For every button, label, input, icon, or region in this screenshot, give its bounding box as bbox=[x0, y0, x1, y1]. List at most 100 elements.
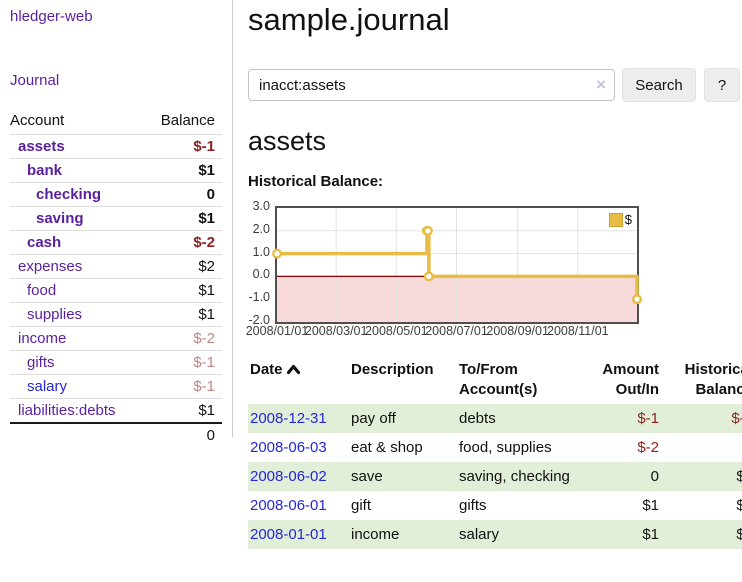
register-accounts-cell: debts bbox=[459, 410, 496, 427]
sidebar-account-link[interactable]: salary bbox=[27, 378, 68, 395]
sidebar-account-link[interactable]: checking bbox=[36, 186, 102, 203]
help-button[interactable]: ? bbox=[704, 68, 740, 102]
sidebar-account-link[interactable]: saving bbox=[36, 210, 84, 227]
account-row: liabilities:debts $1 bbox=[10, 398, 222, 423]
account-balance: $1 bbox=[144, 302, 222, 327]
total-balance: 0 bbox=[144, 422, 222, 447]
account-row: salary $-1 bbox=[10, 374, 222, 399]
register-balance-cell: 0 bbox=[661, 433, 742, 462]
total-spacer bbox=[10, 422, 145, 447]
register-description-cell: pay off bbox=[351, 410, 396, 427]
balance-column-header: Balance bbox=[160, 112, 215, 129]
register-accounts-cell: saving, checking bbox=[459, 468, 570, 485]
account-row: expenses $2 bbox=[10, 254, 222, 279]
search-button[interactable]: Search bbox=[622, 68, 696, 102]
y-axis-tick-label: 2.0 bbox=[252, 221, 270, 236]
account-row: cash $-2 bbox=[10, 230, 222, 255]
account-row: bank $1 bbox=[10, 158, 222, 183]
y-axis-tick-label: 0.0 bbox=[252, 267, 270, 282]
search-input[interactable] bbox=[249, 70, 599, 100]
register-row: 2008-12-31 pay off debts $-1 $-1 bbox=[248, 404, 742, 433]
register-accounts-cell: food, supplies bbox=[459, 439, 552, 456]
register-balance-cell: $-1 bbox=[731, 410, 742, 427]
chart-legend: $ bbox=[606, 211, 634, 228]
account-table-header: Account Balance bbox=[10, 108, 222, 135]
register-amount-cell: $1 bbox=[642, 497, 659, 514]
register-amount-cell: $-1 bbox=[637, 410, 659, 427]
x-axis-tick-label: 2008/01/01 bbox=[245, 324, 309, 338]
register-table: Date Description To/From Account(s) Amou… bbox=[248, 358, 742, 549]
sidebar-account-link[interactable]: supplies bbox=[27, 306, 83, 323]
account-balance: $-2 bbox=[144, 230, 222, 255]
account-balance: $-1 bbox=[144, 134, 222, 159]
register-balance-cell: $2 bbox=[736, 468, 742, 485]
amount-column-header[interactable]: Amount Out/In bbox=[602, 361, 659, 398]
y-axis-tick-label: -2.0 bbox=[248, 313, 270, 327]
account-column-header: Account bbox=[10, 112, 65, 129]
y-axis-tick-label: -1.0 bbox=[248, 290, 270, 305]
x-axis-tick-label: 2008/11/01 bbox=[546, 324, 609, 338]
account-balance-table: Account Balance assets $-1 bank $1 checking 0… bbox=[10, 108, 222, 447]
date-column-header[interactable]: Date bbox=[248, 358, 349, 404]
register-description-cell: save bbox=[351, 468, 383, 485]
register-description-cell: gift bbox=[351, 497, 372, 514]
transaction-date-link[interactable]: 2008-12-31 bbox=[250, 410, 327, 427]
register-balance-cell: $2 bbox=[736, 497, 742, 514]
register-row: 2008-06-03 eat & shop food, supplies $-20 bbox=[248, 433, 742, 462]
register-description-cell: income bbox=[351, 526, 400, 543]
sidebar-account-link[interactable]: gifts bbox=[27, 354, 55, 371]
app-title-link[interactable]: hledger-web bbox=[10, 8, 93, 25]
register-amount-cell: $-2 bbox=[637, 439, 659, 456]
transaction-date-link[interactable]: 2008-06-03 bbox=[250, 439, 327, 456]
sidebar-account-link[interactable]: assets bbox=[18, 138, 65, 155]
transaction-date-link[interactable]: 2008-06-02 bbox=[250, 468, 327, 485]
transaction-date-link[interactable]: 2008-06-01 bbox=[250, 497, 327, 514]
account-balance: $2 bbox=[144, 254, 222, 279]
account-row: saving $1 bbox=[10, 206, 222, 231]
account-row: checking 0 bbox=[10, 182, 222, 207]
sidebar-account-link[interactable]: bank bbox=[27, 162, 63, 179]
register-header-row: Date Description To/From Account(s) Amou… bbox=[248, 358, 742, 404]
register-date-cell: 2008-06-01 bbox=[248, 491, 349, 520]
nav-journal-link[interactable]: Journal bbox=[10, 72, 60, 89]
account-balance: $1 bbox=[144, 206, 222, 231]
x-axis-tick-label: 2008/05/01 bbox=[365, 324, 428, 338]
clear-search-icon[interactable]: × bbox=[596, 75, 606, 94]
register-date-cell: 2008-01-01 bbox=[248, 520, 349, 549]
register-row: 2008-06-01 gift gifts $1 $2 bbox=[248, 491, 742, 520]
balance-column-header-register[interactable]: Historical Balance bbox=[684, 361, 742, 398]
chart-heading: Historical Balance: bbox=[248, 173, 384, 190]
total-row: 0 bbox=[10, 422, 222, 447]
accounts-column-header[interactable]: To/From Account(s) bbox=[459, 361, 538, 398]
page-title: sample.journal bbox=[248, 2, 450, 37]
sort-ascending-icon bbox=[286, 364, 300, 375]
search-box: × bbox=[248, 69, 615, 101]
account-balance: 0 bbox=[144, 182, 222, 207]
sidebar: hledger-web Journal Account Balance asse… bbox=[0, 0, 233, 447]
register-row: 2008-06-02 save saving, checking 0 $2 bbox=[248, 462, 742, 491]
sidebar-account-link[interactable]: food bbox=[27, 282, 57, 299]
x-axis-tick-label: 2008/03/01 bbox=[304, 324, 368, 338]
chart-plot-area: $ bbox=[272, 206, 643, 324]
sidebar-account-link[interactable]: expenses bbox=[18, 258, 83, 275]
description-column-header[interactable]: Description bbox=[351, 361, 434, 378]
register-balance-cell: $1 bbox=[736, 526, 742, 543]
transaction-date-link[interactable]: 2008-01-01 bbox=[250, 526, 327, 543]
register-accounts-cell: gifts bbox=[459, 497, 487, 514]
register-description-cell: eat & shop bbox=[351, 439, 423, 456]
account-heading: assets bbox=[248, 126, 327, 156]
y-axis-tick-label: 3.0 bbox=[252, 199, 270, 213]
account-row: supplies $1 bbox=[10, 302, 222, 327]
historical-balance-chart: $ 3.0 2.0 1.0 0.0 -1.0 -2.0 2008/01/01 2008/03/… bbox=[245, 199, 742, 345]
register-date-cell: 2008-12-31 bbox=[248, 404, 349, 433]
account-balance: $-1 bbox=[144, 350, 222, 375]
account-balance: $1 bbox=[144, 158, 222, 183]
account-balance: $1 bbox=[144, 398, 222, 423]
sidebar-account-link[interactable]: income bbox=[18, 330, 67, 347]
account-row: gifts $-1 bbox=[10, 350, 222, 375]
account-row: food $1 bbox=[10, 278, 222, 303]
account-balance: $-1 bbox=[144, 374, 222, 399]
sidebar-account-link[interactable]: liabilities:debts bbox=[18, 402, 116, 419]
sidebar-account-link[interactable]: cash bbox=[27, 234, 62, 251]
register-row: 2008-01-01 income salary $1 $1 bbox=[248, 520, 742, 549]
